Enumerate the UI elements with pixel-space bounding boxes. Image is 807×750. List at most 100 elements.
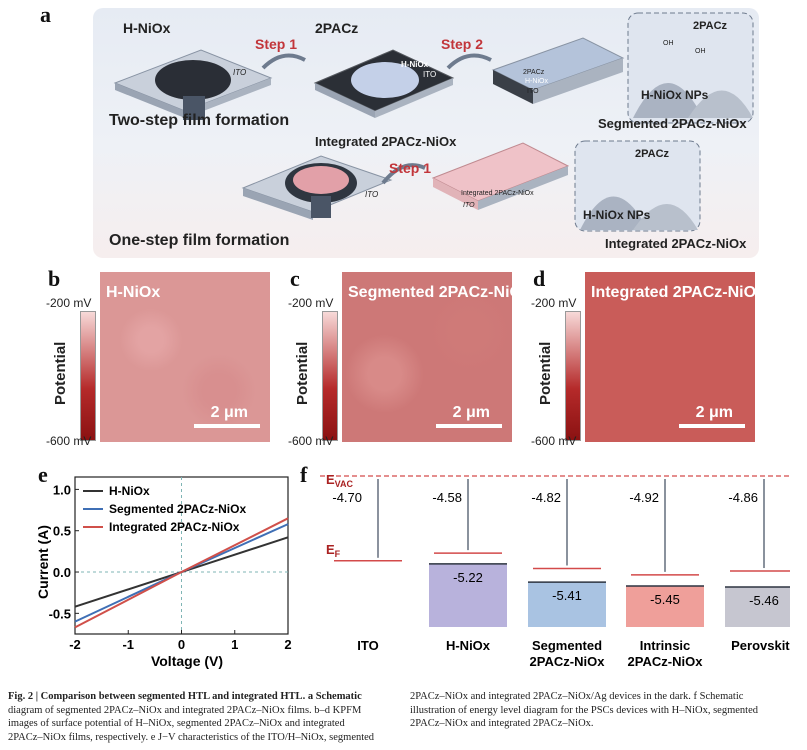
jv-ticks: -2 -1 0 1 2 1.0 0.5 0.0 -0.5 <box>49 482 292 652</box>
caption-left-line-2: diagram of segmented 2PACz–NiOx and inte… <box>8 704 362 716</box>
twopacz-label: 2PACz <box>315 20 359 36</box>
map-d-scale-bar <box>679 424 745 428</box>
category-label-2-1: 2PACz-NiOx <box>530 654 606 667</box>
vb-value-2: -5.41 <box>552 588 582 603</box>
jv-xtick-3: 1 <box>231 637 238 652</box>
colorbar-b-bottom: -600 mV <box>46 434 92 448</box>
jv-ytick-1: 0.5 <box>53 524 71 539</box>
category-label-3-0: Intrinsic <box>640 638 691 653</box>
category-label-0-0: ITO <box>357 638 378 653</box>
schematic-panel: H-NiOx 2PACz Step 1 Step 2 ITO H-NiOx IT… <box>93 8 759 258</box>
category-label-2-0: Segmented <box>532 638 602 653</box>
caption-left: Fig. 2 | Comparison between segmented HT… <box>8 690 398 744</box>
inset-top-np: H-NiOx NPs <box>641 88 709 102</box>
vb-value-4: -5.46 <box>749 593 779 608</box>
caption-right-line-2: illustration of energy level diagram for… <box>410 704 758 716</box>
jv-ytick-3: -0.5 <box>49 606 71 621</box>
colorbar-c <box>322 311 338 441</box>
gap-value-4: -4.86 <box>728 490 758 505</box>
panel-label-e: e <box>38 462 48 487</box>
panel-label-f: f <box>300 462 308 487</box>
vb-bar-3 <box>626 586 704 627</box>
colorbar-d-bottom: -600 mV <box>531 434 577 448</box>
jv-ylabel: Current (A) <box>35 525 51 599</box>
evac-label: EVAC <box>326 472 354 489</box>
hniox-small-label: H-NiOx <box>401 60 429 69</box>
one-step-title: One-step film formation <box>109 232 290 249</box>
layer-2pacz: 2PACz <box>523 69 545 76</box>
vb-value-3: -5.45 <box>650 592 680 607</box>
caption-right-line-1: 2PACz–NiOx and integrated 2PACz–NiOx/Ag … <box>410 691 744 702</box>
energy-diagram-content: EVAC EF -4.70 ITO -4.58 -5.22 H-NiOx -4.82 -5.41… <box>320 472 790 667</box>
kpfm-map-hniox: H-NiOx 2 μm <box>100 272 270 442</box>
jv-ytick-2: 0.0 <box>53 565 71 580</box>
map-c-scale-label: 2 μm <box>452 404 490 421</box>
map-b-scale-bar <box>194 424 260 428</box>
map-d-scale-label: 2 μm <box>695 404 733 421</box>
panel-label-a: a <box>40 2 51 27</box>
map-b-title: H-NiOx <box>106 284 161 301</box>
gap-value-1: -4.58 <box>432 490 462 505</box>
category-label-3-1: 2PACz-NiOx <box>628 654 704 667</box>
map-b-scale-label: 2 μm <box>210 404 248 421</box>
colorbar-d-label: Potential <box>537 341 554 405</box>
panel-label-b: b <box>48 266 61 291</box>
map-c-scale-bar <box>436 424 502 428</box>
integrated-layer: Integrated 2PACz-NiOx <box>461 190 534 197</box>
vb-value-1: -5.22 <box>453 570 483 585</box>
ito-label-1: ITO <box>233 68 247 77</box>
inset-bot-2pacz: 2PACz <box>635 148 670 160</box>
jv-xtick-1: -1 <box>122 637 134 652</box>
schematic-drawing <box>113 12 754 232</box>
jv-legend-label-2: Integrated 2PACz-NiOx <box>109 520 240 534</box>
kpfm-map-integrated: Integrated 2PACz-NiOx 2 μm <box>585 272 765 442</box>
ef-label: EF <box>326 542 341 559</box>
vb-bar-2 <box>528 582 606 627</box>
caption-left-line-3: images of surface potential of H–NiOx, s… <box>8 718 345 729</box>
jv-legend-label-0: H-NiOx <box>109 484 150 498</box>
caption-left-line-1: Fig. 2 | Comparison between segmented HT… <box>8 691 362 702</box>
ito-label-5: ITO <box>463 202 475 209</box>
jv-legend-label-1: Segmented 2PACz-NiOx <box>109 502 246 516</box>
ito-label-2: ITO <box>423 70 437 79</box>
jv-xtick-4: 2 <box>284 637 291 652</box>
inset-bot-np: H-NiOx NPs <box>583 208 651 222</box>
vb-bar-1 <box>429 563 507 627</box>
oh-label-1: OH <box>663 40 674 47</box>
map-d-title: Integrated 2PACz-NiOx <box>591 284 765 301</box>
ito-label-4: ITO <box>365 190 379 199</box>
layer-hniox: H-NiOx <box>525 78 548 85</box>
jv-series-line-2 <box>74 517 289 629</box>
colorbar-d-top: -200 mV <box>531 296 577 310</box>
step2-top: Step 2 <box>441 36 484 52</box>
category-label-4-0: Perovskite <box>731 638 790 653</box>
map-c-title: Segmented 2PACz-NiOx <box>348 284 531 301</box>
integrated-label: Integrated 2PACz-NiOx <box>605 236 747 251</box>
jv-ytick-0: 1.0 <box>53 482 71 497</box>
panel-label-d: d <box>533 266 546 291</box>
caption-left-line-4: 2PACz–NiOx films, respectively. e J−V ch… <box>8 731 375 743</box>
jv-legend: H-NiOx Segmented 2PACz-NiOx Integrated 2PA… <box>83 484 246 534</box>
integrated-title: Integrated 2PACz-NiOx <box>315 134 457 149</box>
colorbar-d <box>565 311 581 441</box>
gap-value-2: -4.82 <box>531 490 561 505</box>
colorbar-b-label: Potential <box>52 341 69 405</box>
category-label-1-0: H-NiOx <box>446 638 491 653</box>
colorbar-c-top: -200 mV <box>288 296 334 310</box>
colorbar-b-top: -200 mV <box>46 296 92 310</box>
gap-value-0: -4.70 <box>332 490 362 505</box>
jv-series <box>74 517 289 629</box>
colorbar-c-label: Potential <box>294 341 311 405</box>
jv-xtick-0: -2 <box>69 637 81 652</box>
segmented-label: Segmented 2PACz-NiOx <box>598 116 747 131</box>
caption-right: 2PACz–NiOx and integrated 2PACz–NiOx/Ag … <box>410 690 802 731</box>
panel-label-c: c <box>290 266 300 291</box>
caption-right-line-3: 2PACz–NiOx and integrated 2PACz–NiOx. <box>410 718 594 729</box>
gap-value-3: -4.92 <box>629 490 659 505</box>
oh-label-2: OH <box>695 48 706 55</box>
hniox-label: H-NiOx <box>123 20 171 36</box>
two-step-title: Two-step film formation <box>109 112 290 129</box>
jv-xlabel: Voltage (V) <box>151 653 223 669</box>
inset-top-2pacz: 2PACz <box>693 20 728 32</box>
step1-bottom: Step 1 <box>389 160 432 176</box>
